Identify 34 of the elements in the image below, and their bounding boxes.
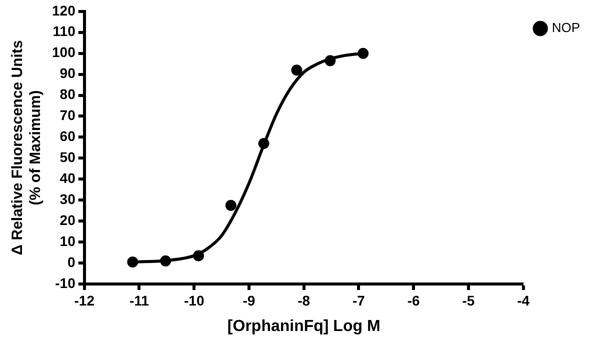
y-tick-label: 110	[52, 23, 76, 40]
point	[291, 64, 302, 76]
x-tick-label: -10	[184, 292, 204, 308]
y-tick-label: 50	[60, 149, 76, 166]
y-tick-label: 90	[60, 65, 76, 82]
y-tick-label: 60	[60, 128, 76, 144]
x-tick-label: -9	[242, 292, 256, 308]
x-tick-label: -4	[517, 292, 530, 308]
y-tick-label: 70	[60, 107, 76, 124]
point	[324, 55, 336, 66]
y-tick-label: 20	[60, 212, 76, 228]
point	[225, 200, 236, 211]
point	[127, 256, 138, 268]
legend-label: NOP	[552, 20, 580, 36]
y-tick-label: 100	[52, 44, 76, 60]
y-tick-label: 0	[68, 254, 76, 270]
x-tick-label: -6	[407, 292, 420, 308]
x-tick-label: -7	[352, 292, 366, 308]
y-tick-label: 40	[60, 170, 76, 186]
point	[258, 138, 270, 150]
point	[160, 255, 172, 266]
x-tick-label: -12	[74, 292, 95, 308]
x-axis-title: [OrphaninFq] Log M	[227, 318, 380, 335]
x-tick-label: -8	[298, 292, 310, 308]
y-tick-label: 80	[60, 86, 76, 102]
y-tick-label: 10	[60, 232, 76, 249]
y-axis-title: Δ Relative Fluorescence Units (% of Maximum)	[9, 40, 44, 256]
point	[358, 48, 369, 59]
x-tick-label: -11	[129, 292, 150, 308]
y-tick-label: 120	[52, 2, 76, 18]
point	[192, 250, 204, 262]
x-tick-label: -5	[462, 292, 475, 308]
y-tick-label: -10	[55, 274, 76, 291]
y-tick-label: 30	[60, 190, 76, 207]
